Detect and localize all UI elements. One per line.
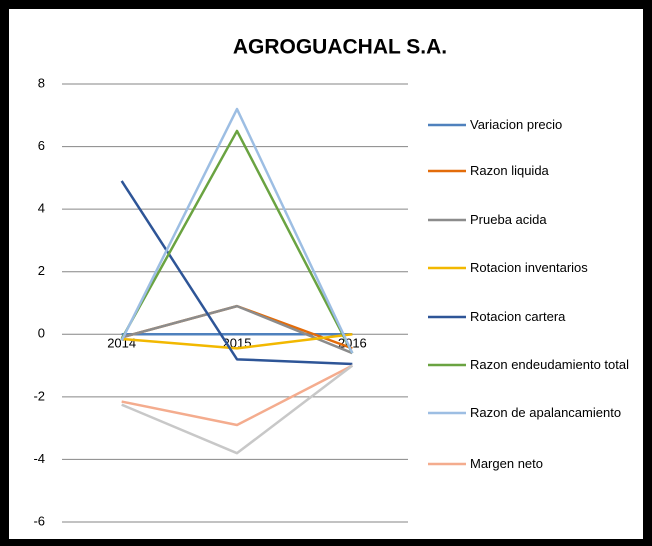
y-tick-label: -2 — [33, 388, 45, 403]
series-line — [120, 129, 354, 354]
y-tick-label: 4 — [38, 201, 45, 216]
legend-label: Rotacion cartera — [470, 309, 566, 324]
y-tick-label: -4 — [33, 451, 45, 466]
series-line — [121, 333, 353, 350]
series-line — [120, 107, 354, 354]
y-tick-label: 6 — [38, 138, 45, 153]
legend-label: Rotacion inventarios — [470, 260, 588, 275]
legend-label: Razon liquida — [470, 163, 549, 178]
y-tick-label: 2 — [38, 263, 45, 278]
chart-title: AGROGUACHAL S.A. — [233, 36, 447, 59]
legend-label: Margen neto — [470, 456, 543, 471]
y-tick-label: -6 — [33, 513, 45, 528]
legend-label: Variacion precio — [470, 117, 563, 132]
series-line — [121, 364, 353, 427]
y-tick-label: 0 — [38, 326, 45, 341]
y-tick-label: 8 — [38, 75, 45, 90]
series-line — [121, 364, 354, 455]
legend-label: Razon de apalancamiento — [470, 405, 622, 420]
legend-label: Razon endeudamiento total — [470, 357, 630, 372]
series-line — [121, 304, 353, 355]
series-line — [120, 180, 353, 366]
legend-label: Prueba acida — [470, 212, 547, 227]
